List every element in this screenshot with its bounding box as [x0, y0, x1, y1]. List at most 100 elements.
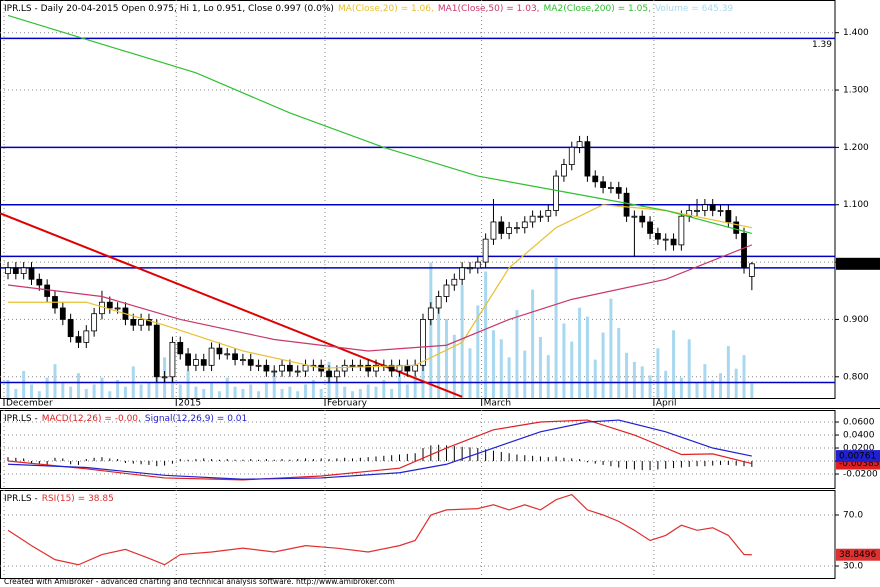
y-tick-label: 0.0400	[843, 431, 875, 441]
volume-bar	[382, 379, 386, 398]
candle-body	[529, 215, 536, 223]
candle-body	[498, 221, 505, 234]
volume-bar	[742, 355, 746, 398]
volume-bar	[108, 391, 112, 398]
candle-body	[482, 238, 489, 263]
candle-body	[623, 192, 630, 217]
candle-body	[239, 359, 246, 361]
volume-bar	[703, 364, 707, 398]
chart-title: IPR.LS - Daily 20-04-2015 Open 0.975, Hi…	[4, 4, 334, 14]
candle-body	[521, 221, 528, 229]
volume-bar	[257, 391, 261, 398]
volume-bar	[538, 337, 542, 398]
candle-body	[709, 204, 716, 211]
volume-bar	[546, 355, 550, 398]
indicator-line	[8, 204, 752, 369]
volume-bar	[374, 386, 378, 398]
candle-body	[662, 238, 669, 241]
candle-body	[153, 324, 160, 378]
candle-body	[224, 353, 231, 356]
candle-body	[341, 364, 348, 372]
volume-bar	[601, 332, 605, 398]
indicator-line	[7, 14, 753, 234]
volume-bar	[468, 348, 472, 398]
candle-body	[200, 359, 207, 366]
candle-body	[271, 370, 278, 373]
volume-bar	[452, 334, 456, 398]
volume-bar	[76, 373, 80, 398]
volume-bar	[476, 305, 480, 398]
volume-bar	[531, 289, 535, 398]
y-tick-label: -0.0200	[843, 470, 878, 480]
candle-body	[459, 267, 466, 280]
candle-body	[474, 261, 481, 269]
candle-body	[725, 210, 732, 223]
candle-body	[608, 187, 614, 189]
volume-bar	[14, 388, 18, 398]
candle-body	[647, 221, 653, 234]
volume-bar	[734, 368, 738, 398]
volume-bar	[6, 379, 10, 398]
volume-bar	[632, 361, 636, 398]
volume-bar	[719, 373, 723, 398]
candle-body	[114, 307, 121, 310]
candle-body	[592, 175, 599, 183]
candle-body	[130, 319, 137, 326]
volume-bar	[249, 384, 253, 398]
pane-frame	[0, 0, 836, 399]
legend-entry: RSI(15) = 38.85	[42, 494, 114, 504]
candle-body	[576, 141, 583, 148]
volume-bar	[186, 370, 190, 398]
candle-body	[631, 215, 638, 218]
chart-title: IPR.LS -	[4, 494, 38, 504]
candle-body	[326, 370, 332, 378]
candle-body	[451, 278, 458, 286]
value-badge-label: 0.00761	[839, 452, 876, 462]
legend: IPR.LS - MACD(12,26) = -0.00, Signal(12,26…	[4, 414, 247, 424]
candle-body	[232, 353, 238, 360]
volume-bar	[304, 384, 308, 398]
volume-bar	[570, 341, 574, 398]
volume-bar	[311, 379, 315, 398]
candle-body	[193, 359, 199, 366]
candle-body	[263, 364, 270, 372]
candle-body	[36, 278, 43, 286]
indicator-line	[7, 244, 753, 352]
volume-bar	[413, 377, 417, 398]
volume-bar	[585, 316, 589, 398]
candle-body	[177, 341, 184, 355]
volume-bar	[123, 386, 127, 398]
y-tick-label: 0.900	[843, 315, 869, 325]
candle-body	[568, 146, 575, 165]
volume-bar	[178, 384, 182, 398]
candle-body	[639, 215, 646, 223]
volume-bar	[578, 307, 582, 398]
horizontal-line-label: 1.39	[812, 40, 832, 50]
candle-body	[349, 364, 356, 367]
volume-bar	[202, 388, 206, 398]
candle-body	[561, 164, 567, 177]
legend-entry: MA1(Close,50) = 1.03,	[438, 4, 540, 14]
y-tick-label: 1.400	[843, 28, 869, 38]
candle-body	[357, 364, 364, 367]
volume-bar	[100, 377, 104, 398]
volume-bar	[656, 348, 660, 398]
candle-body	[435, 296, 442, 309]
volume-bar	[515, 309, 519, 398]
candle-body	[208, 347, 215, 366]
volume-bar	[390, 388, 394, 398]
volume-bar	[687, 339, 691, 398]
candle-body	[279, 364, 285, 372]
candle-body	[506, 227, 513, 234]
volume-bar	[210, 382, 214, 398]
candle-body	[365, 364, 372, 372]
legend-entry: MACD(12,26) = -0.00,	[42, 414, 141, 424]
volume-bar	[358, 388, 362, 398]
volume-bar	[194, 386, 198, 398]
candle-body	[412, 364, 419, 372]
candle-body	[373, 364, 379, 372]
candle-body	[420, 319, 426, 366]
candle-body	[545, 210, 552, 217]
candle-body	[615, 187, 622, 194]
x-tick-label: February	[327, 399, 368, 409]
